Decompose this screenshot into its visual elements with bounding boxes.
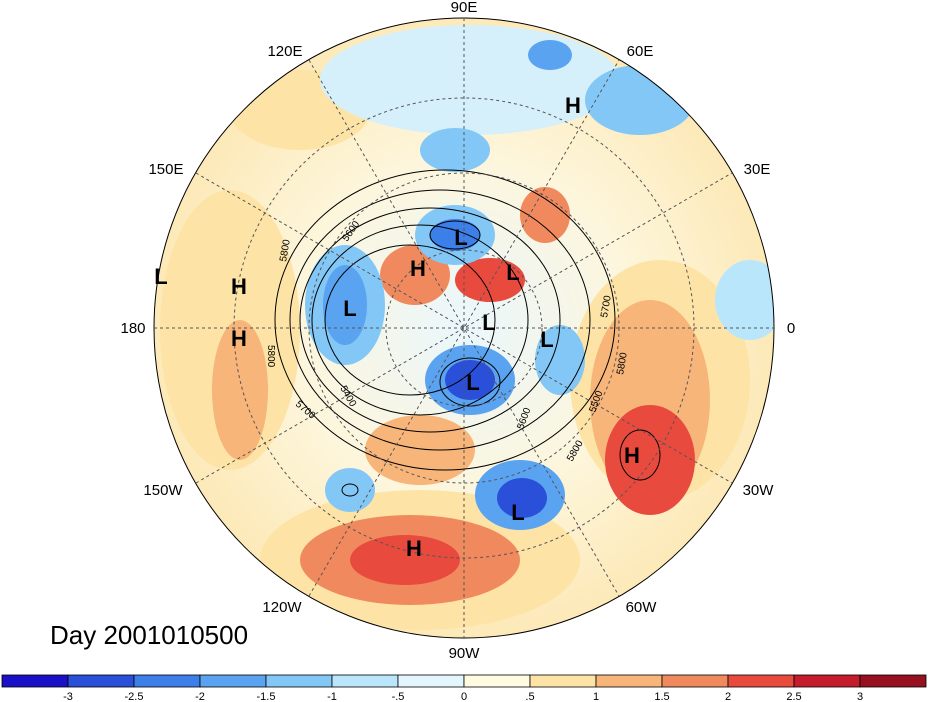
low-center: L [511,500,524,525]
low-center: L [466,370,479,395]
colorbar: -3 -2.5 -2 -1.5 -1 -.5 0 .5 1 1.5 2 2.5 3 [1,674,927,702]
colorbar-tick-label: .5 [525,691,534,702]
lon-label-60w: 60W [626,599,658,616]
colorbar-cell [859,674,927,688]
colorbar-cell [595,674,663,688]
colorbar-cell [661,674,729,688]
low-center: L [540,327,553,352]
colorbar-cell [199,674,267,688]
colorbar-cell [529,674,597,688]
low-center: L [454,225,467,250]
high-center: H [231,274,247,299]
colorbar-tick-label: 2.5 [786,691,801,702]
colorbar-cell [463,674,531,688]
lon-label-30e: 30E [744,161,771,178]
colorbar-cells [1,674,927,688]
day-title: Day 2001010500 [50,620,249,650]
colorbar-cell [727,674,795,688]
high-center: H [406,536,422,561]
lon-label-120e: 120E [267,43,302,60]
colorbar-tick-label: -1 [327,691,337,702]
contour-label: 5800 [265,345,276,368]
low-center: L [154,264,167,289]
colorbar-cell [793,674,861,688]
contour-label: 5800 [615,351,630,375]
colorbar-cell [67,674,135,688]
contour-label: 5700 [599,294,614,318]
lon-label-0: 0 [787,320,795,337]
colorbar-tick-label: 0 [461,691,467,702]
lon-label-60e: 60E [627,43,654,60]
high-center: H [624,443,640,468]
lon-label-30w: 30W [743,482,775,499]
colorbar-tick-label: -3 [63,691,73,702]
high-center: H [410,256,426,281]
colorbar-cell [331,674,399,688]
colorbar-tick-label: -2.5 [125,691,144,702]
longitude-labels: 90E 120E 60E 150E 30E 180 0 150W 30W 120… [120,0,795,662]
lon-label-120w: 120W [262,599,302,616]
lon-label-90w: 90W [449,645,481,662]
colorbar-cell [1,674,69,688]
high-center: H [565,93,581,118]
colorbar-tick-label: -2 [195,691,205,702]
colorbar-tick-label: 2 [725,691,731,702]
colorbar-cell [265,674,333,688]
lon-label-150w: 150W [143,482,183,499]
colorbar-tick-label: 1 [593,691,599,702]
high-center: H [231,326,247,351]
pressure-centers: H L L H H L H L L L L L H H [154,93,640,561]
polar-map: 90E 120E 60E 150E 30E 180 0 150W 30W 120… [120,0,795,662]
colorbar-ticks: -3 -2.5 -2 -1.5 -1 -.5 0 .5 1 1.5 2 2.5 3 [63,691,863,702]
low-center: L [343,296,356,321]
colorbar-tick-label: -.5 [392,691,405,702]
graticule [153,17,775,639]
contour-label: 5800 [278,238,293,262]
low-center: L [506,260,519,285]
lon-label-180: 180 [120,320,145,337]
lon-label-90e: 90E [451,0,478,16]
low-center: L [482,310,495,335]
lon-label-150e: 150E [148,161,183,178]
colorbar-cell [397,674,465,688]
colorbar-tick-label: -1.5 [257,691,276,702]
colorbar-cell [133,674,201,688]
colorbar-tick-label: 3 [857,691,863,702]
colorbar-tick-label: 1.5 [654,691,669,702]
